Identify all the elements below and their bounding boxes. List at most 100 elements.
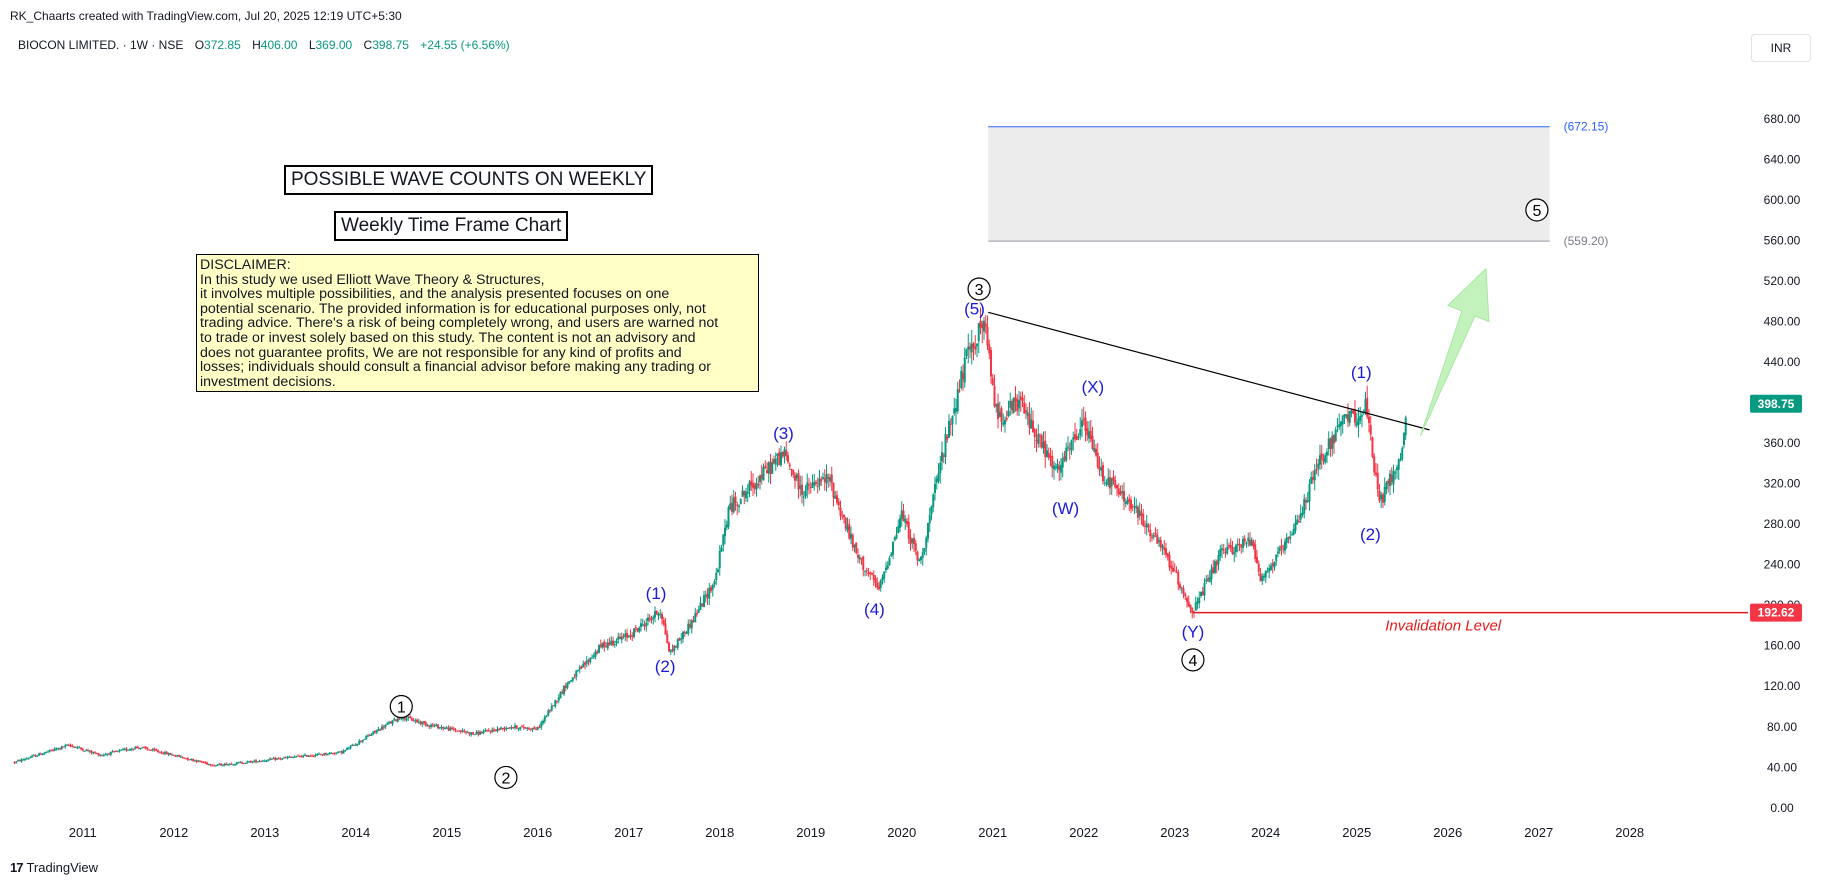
y-tick-label: 160.00 — [1764, 639, 1801, 653]
candle-body — [979, 320, 982, 328]
candle-body — [496, 728, 499, 732]
candle-body — [648, 617, 651, 620]
candle-body — [715, 572, 718, 581]
candle-body — [466, 732, 469, 734]
candle-body — [465, 731, 468, 733]
candle-body — [582, 663, 585, 668]
candle-body — [1112, 476, 1115, 481]
candle-body — [367, 735, 370, 737]
candle-body — [1072, 437, 1075, 440]
candle-body — [204, 762, 207, 764]
candle-body — [132, 749, 135, 751]
candle-body — [741, 490, 744, 497]
candle-body — [73, 746, 76, 748]
candle-body — [748, 482, 751, 491]
candle-body — [724, 527, 727, 537]
wave-circle-marker — [1525, 198, 1549, 222]
candle-body — [1131, 506, 1134, 508]
candle-body — [851, 534, 854, 548]
candle-body — [55, 748, 58, 750]
candle-body — [601, 642, 604, 648]
candle-body — [181, 756, 184, 758]
candle-body — [1159, 539, 1162, 548]
candle-body — [288, 756, 291, 758]
candle-body — [1100, 467, 1103, 471]
candle-body — [806, 482, 809, 491]
candle-body — [1031, 420, 1034, 433]
candle-body — [675, 646, 678, 648]
lines-layer: Invalidation Level — [988, 267, 1748, 635]
candle-body — [853, 544, 856, 548]
candle-body — [237, 762, 240, 764]
target-zone-layer: (672.15) (559.20) — [988, 120, 1608, 248]
candle-body — [669, 650, 672, 653]
candle-body — [66, 744, 69, 746]
candle-body — [1404, 417, 1407, 436]
candle-body — [139, 747, 142, 749]
candle-body — [115, 751, 118, 753]
candle-body — [563, 685, 566, 695]
currency-selector[interactable]: INR — [1751, 34, 1811, 62]
candle-body — [1047, 452, 1050, 458]
candle-body — [743, 490, 746, 496]
y-tick-label: 40.00 — [1767, 760, 1797, 774]
candle-body — [1066, 446, 1069, 448]
candle-body — [183, 757, 186, 759]
candle-body — [1215, 561, 1218, 566]
candle-body — [1173, 570, 1176, 572]
candle-body — [561, 691, 564, 694]
candle-body — [396, 718, 399, 722]
candle-body — [557, 697, 560, 701]
candle-body — [442, 727, 445, 729]
candle-body — [1164, 548, 1167, 555]
wave-circle-marker — [389, 694, 413, 719]
candle-body — [178, 754, 181, 757]
candle-body — [253, 760, 256, 762]
candle-body — [382, 726, 385, 728]
low-value: 369.00 — [315, 38, 353, 52]
candle-body — [15, 761, 18, 763]
candle-body — [862, 556, 865, 570]
wave-label-circle: 3 — [975, 282, 984, 299]
candle-body — [1238, 543, 1241, 546]
candle-body — [554, 700, 557, 707]
candle-body — [300, 756, 303, 758]
candle-body — [104, 754, 107, 756]
candle-body — [1341, 415, 1344, 425]
candle-body — [440, 727, 443, 729]
candle-body — [46, 751, 49, 753]
y-tick-label: 280.00 — [1764, 517, 1801, 531]
y-tick-label: 640.00 — [1764, 152, 1801, 166]
candle-body — [1248, 540, 1251, 546]
candle-body — [867, 572, 870, 574]
candle-body — [1119, 492, 1122, 495]
candle-body — [365, 735, 368, 740]
candle-body — [1115, 485, 1118, 489]
symbol-name[interactable]: BIOCON LIMITED. · 1W · NSE — [18, 38, 184, 52]
candle-body — [1303, 499, 1306, 514]
candle-body — [974, 346, 977, 350]
candle-body — [456, 730, 459, 732]
candle-body — [213, 765, 216, 767]
candle-body — [690, 619, 693, 629]
change-value: +24.55 (+6.56%) — [420, 38, 510, 52]
candle-body — [17, 760, 20, 762]
target-upper-label: (672.15) — [1564, 120, 1609, 134]
candle-body — [192, 759, 195, 761]
candle-body — [1103, 482, 1106, 484]
candle-body — [493, 729, 496, 731]
candle-body — [381, 726, 384, 730]
candle-body — [813, 481, 816, 486]
candle-body — [1033, 429, 1036, 438]
candle-body — [1311, 477, 1314, 480]
tradingview-logo[interactable]: 17 TradingView — [10, 860, 98, 875]
candle-body — [1320, 453, 1323, 459]
candle-body — [1184, 593, 1187, 597]
candle-body — [384, 724, 387, 728]
candle-body — [930, 506, 933, 515]
candle-body — [1108, 477, 1111, 489]
candle-body — [1035, 440, 1038, 442]
candle-body — [937, 473, 940, 482]
candle-body — [235, 762, 238, 765]
